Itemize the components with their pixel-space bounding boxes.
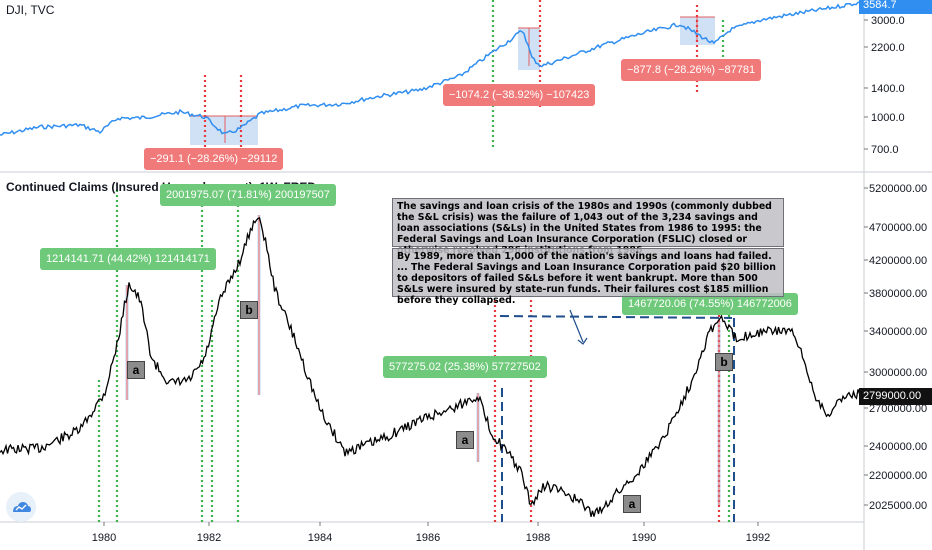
claims-ylabel: 2200000.00	[869, 470, 927, 482]
xlabel: 1984	[308, 532, 332, 544]
dji-ylabel: 1400.0	[871, 83, 905, 95]
claims-ylabel: 4700000.00	[869, 222, 927, 234]
dji-line	[0, 1, 863, 136]
xlabel: 1986	[416, 532, 440, 544]
xlabel: 1990	[632, 532, 656, 544]
dji-annotation-1: −291.1 (−28.26%) −29112	[144, 148, 284, 170]
claims-ylabel: 3000000.00	[869, 367, 927, 379]
xlabel: 1982	[197, 532, 221, 544]
claims-ylabel: 2700000.00	[869, 403, 927, 415]
claims-annotation-4: 1467720.06 (74.55%) 146772006	[622, 293, 798, 315]
xlabel: 1988	[526, 532, 550, 544]
dji-ylabel: 2200.0	[871, 42, 905, 54]
dji-title: DJI, TVC	[6, 3, 55, 17]
claims-ylabel: 2400000.00	[869, 441, 927, 453]
claims-ylabel: 5200000.00	[869, 183, 927, 195]
dashed-level-line	[499, 315, 733, 319]
claims-line	[0, 217, 862, 517]
claims-ylabel: 4200000.00	[869, 255, 927, 267]
dji-ylabel: 700.0	[871, 144, 899, 156]
tradingview-logo	[6, 492, 36, 522]
note-arrow-head	[577, 337, 588, 345]
marker-a-1986: a	[456, 431, 474, 449]
marker-b-1991: b	[715, 353, 733, 371]
marker-a-1989: a	[623, 495, 641, 513]
sl-crisis-note-1: The savings and loan crisis of the 1980s…	[392, 198, 784, 256]
dji-annotation-3: −877.8 (−28.26%) −87781	[621, 59, 762, 81]
xlabel: 1992	[746, 532, 770, 544]
dji-price-tag: 3584.7	[859, 0, 932, 14]
marker-b-1982: b	[240, 301, 258, 319]
claims-annotation-1: 1214141.71 (44.42%) 121414171	[40, 248, 216, 270]
sl-crisis-note-2: By 1989, more than 1,000 of the nation's…	[392, 248, 784, 306]
claims-annotation-2: 2001975.07 (71.81%) 200197507	[160, 184, 336, 206]
claims-annotation-3: 577275.02 (25.38%) 57727502	[383, 356, 547, 378]
dji-ylabel: 3000.0	[871, 15, 905, 27]
dji-drawdown-rect-1	[190, 116, 258, 145]
claims-ylabel: 3800000.00	[869, 288, 927, 300]
note-arrow	[569, 309, 584, 343]
xlabel: 1980	[92, 532, 116, 544]
dji-ylabel: 1000.0	[871, 112, 905, 124]
claims-ylabel: 3400000.00	[869, 326, 927, 338]
dji-annotation-2: −1074.2 (−38.92%) −107423	[443, 84, 596, 106]
claims-ylabel: 2025000.00	[869, 500, 927, 512]
claims-price-tag: 2799000.00	[859, 388, 932, 405]
marker-a-1980: a	[127, 361, 145, 379]
